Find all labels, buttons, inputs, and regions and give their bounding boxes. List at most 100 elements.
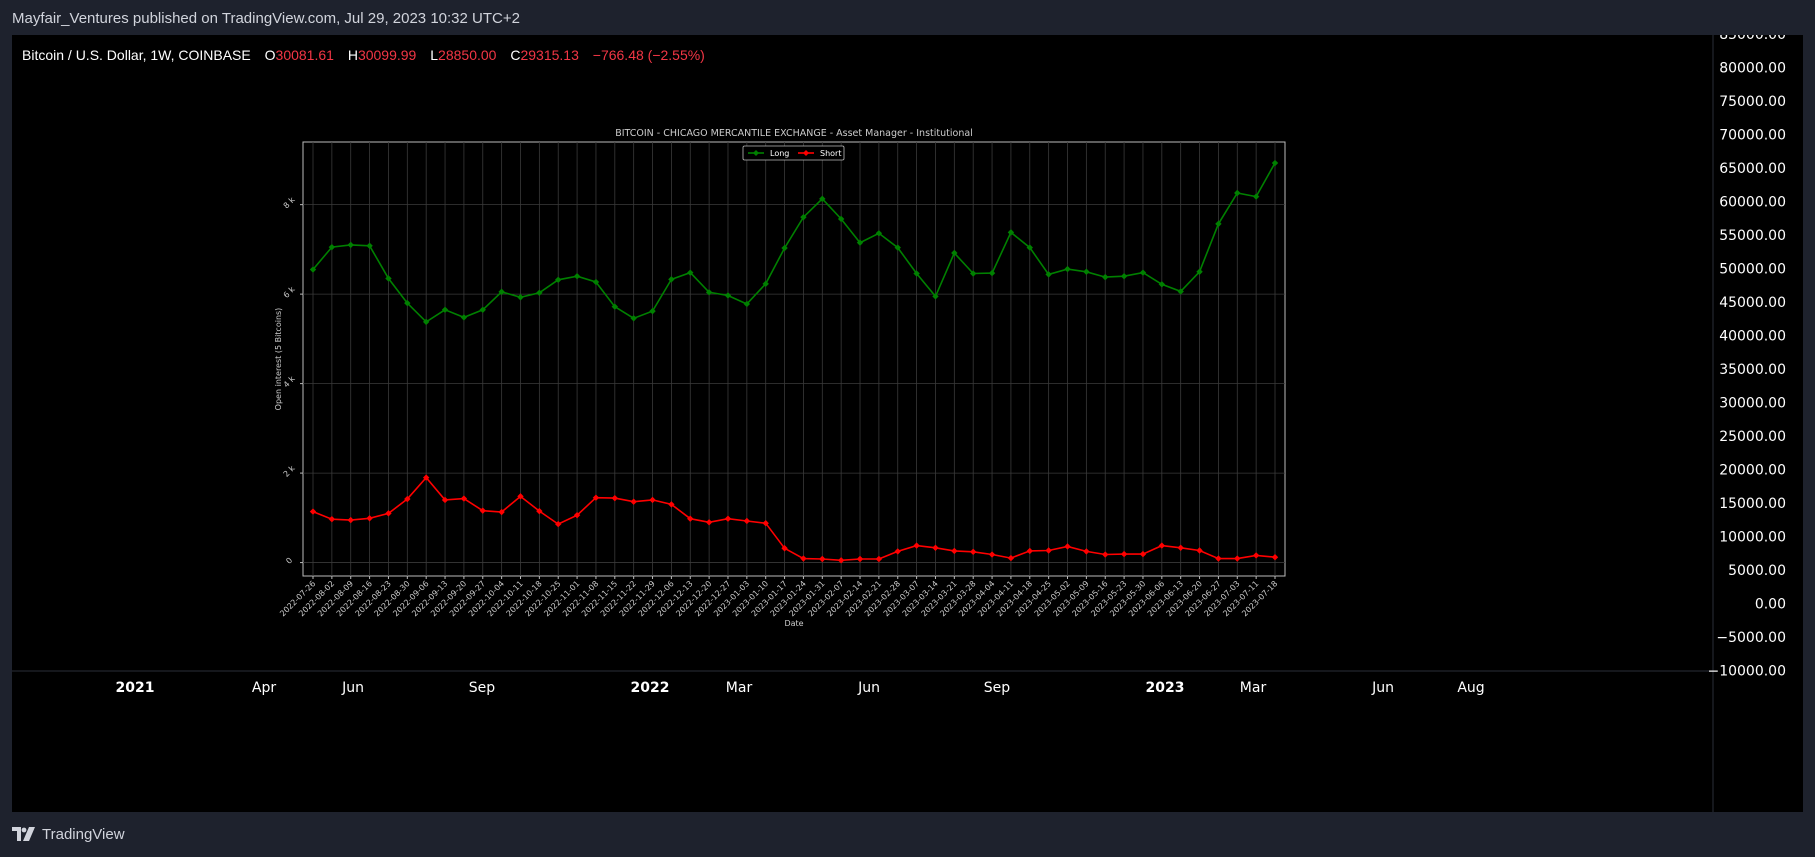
time-axis-label[interactable]: Jun bbox=[857, 680, 880, 696]
long-point[interactable] bbox=[385, 275, 392, 282]
short-point[interactable] bbox=[875, 555, 883, 563]
long-point[interactable] bbox=[479, 306, 486, 313]
long-point[interactable] bbox=[1102, 273, 1109, 281]
price-axis-label[interactable]: −10000.00 bbox=[1707, 664, 1786, 680]
short-point[interactable] bbox=[913, 542, 920, 549]
price-axis-label[interactable]: 45000.00 bbox=[1719, 295, 1786, 311]
short-point[interactable] bbox=[668, 501, 675, 508]
short-point[interactable] bbox=[743, 517, 751, 525]
short-point[interactable] bbox=[1234, 555, 1241, 562]
short-point[interactable] bbox=[328, 515, 336, 523]
time-axis-label[interactable]: Mar bbox=[726, 680, 753, 696]
short-point[interactable] bbox=[1026, 547, 1033, 555]
price-axis-label[interactable]: 35000.00 bbox=[1719, 362, 1786, 378]
short-point[interactable] bbox=[1102, 551, 1109, 558]
short-point[interactable] bbox=[837, 557, 845, 564]
time-axis-label[interactable]: Mar bbox=[1240, 680, 1267, 696]
short-point[interactable] bbox=[441, 496, 449, 504]
price-axis-label[interactable]: 5000.00 bbox=[1728, 563, 1786, 579]
time-axis-label[interactable]: Sep bbox=[984, 680, 1011, 696]
long-point[interactable] bbox=[875, 230, 883, 237]
long-point[interactable] bbox=[1252, 193, 1260, 200]
long-point[interactable] bbox=[819, 195, 826, 203]
short-point[interactable] bbox=[932, 544, 939, 552]
short-point[interactable] bbox=[724, 515, 732, 522]
long-point[interactable] bbox=[687, 269, 694, 276]
long-point[interactable] bbox=[988, 269, 996, 277]
price-axis-label[interactable]: 60000.00 bbox=[1719, 195, 1786, 211]
long-point[interactable] bbox=[1234, 189, 1241, 197]
short-point[interactable] bbox=[347, 516, 354, 524]
long-point[interactable] bbox=[366, 242, 373, 250]
long-point[interactable] bbox=[347, 241, 354, 249]
symbol-name[interactable]: Bitcoin / U.S. Dollar, 1W, COINBASE bbox=[22, 47, 251, 63]
short-point[interactable] bbox=[781, 545, 788, 552]
short-point[interactable] bbox=[1196, 547, 1203, 554]
long-point[interactable] bbox=[951, 249, 958, 257]
short-point[interactable] bbox=[1215, 555, 1222, 562]
long-point[interactable] bbox=[517, 294, 524, 301]
short-point[interactable] bbox=[800, 555, 807, 562]
price-axis-label[interactable]: 10000.00 bbox=[1719, 530, 1786, 546]
long-point[interactable] bbox=[573, 273, 581, 280]
long-point[interactable] bbox=[837, 215, 845, 223]
short-point[interactable] bbox=[649, 496, 656, 504]
short-point[interactable] bbox=[1045, 547, 1052, 554]
price-axis-label[interactable]: 20000.00 bbox=[1719, 463, 1786, 479]
short-point[interactable] bbox=[309, 508, 317, 515]
short-point[interactable] bbox=[1139, 550, 1147, 558]
short-point[interactable] bbox=[630, 498, 637, 505]
long-point[interactable] bbox=[1271, 159, 1279, 167]
short-point[interactable] bbox=[611, 494, 619, 502]
short-point[interactable] bbox=[460, 495, 468, 502]
long-point[interactable] bbox=[724, 292, 732, 299]
long-point[interactable] bbox=[743, 300, 751, 308]
long-point[interactable] bbox=[1158, 281, 1166, 288]
long-point[interactable] bbox=[932, 293, 939, 300]
time-axis-label[interactable]: 2023 bbox=[1146, 680, 1185, 696]
short-point[interactable] bbox=[422, 474, 430, 481]
long-point[interactable] bbox=[781, 244, 788, 252]
long-point[interactable] bbox=[441, 306, 449, 313]
long-point[interactable] bbox=[800, 213, 807, 221]
time-axis-label[interactable]: Jun bbox=[1371, 680, 1394, 696]
long-point[interactable] bbox=[611, 303, 619, 310]
time-axis-label[interactable]: Apr bbox=[252, 680, 276, 696]
long-point[interactable] bbox=[1007, 229, 1015, 236]
price-axis-label[interactable]: 0.00 bbox=[1755, 597, 1786, 613]
short-point[interactable] bbox=[1158, 542, 1166, 549]
long-point[interactable] bbox=[1120, 273, 1128, 280]
short-point[interactable] bbox=[894, 548, 901, 555]
long-point[interactable] bbox=[309, 266, 317, 273]
short-point[interactable] bbox=[498, 508, 505, 516]
price-axis-label[interactable]: 65000.00 bbox=[1719, 161, 1786, 177]
price-axis-label[interactable]: −5000.00 bbox=[1716, 630, 1786, 646]
long-point[interactable] bbox=[1215, 220, 1222, 228]
price-axis-label[interactable]: 25000.00 bbox=[1719, 429, 1786, 445]
time-axis-label[interactable]: Sep bbox=[469, 680, 496, 696]
long-point[interactable] bbox=[913, 270, 920, 277]
time-axis-label[interactable]: 2022 bbox=[631, 680, 670, 696]
price-axis-label[interactable]: 15000.00 bbox=[1719, 496, 1786, 512]
short-point[interactable] bbox=[988, 551, 996, 558]
price-axis-label[interactable]: 55000.00 bbox=[1719, 228, 1786, 244]
chart-canvas[interactable]: 85000.00 80000.00 75000.00 70000.00 65000.00… bbox=[12, 35, 1803, 812]
price-axis-label[interactable]: 85000.00 bbox=[1719, 35, 1786, 43]
long-point[interactable] bbox=[460, 314, 468, 321]
long-point[interactable] bbox=[555, 276, 562, 284]
time-axis-label[interactable]: Aug bbox=[1457, 680, 1484, 696]
long-point[interactable] bbox=[668, 276, 675, 283]
short-point[interactable] bbox=[1007, 554, 1015, 562]
long-point[interactable] bbox=[630, 315, 637, 322]
long-point[interactable] bbox=[1045, 271, 1052, 278]
long-point[interactable] bbox=[404, 299, 411, 307]
short-point[interactable] bbox=[1177, 544, 1184, 552]
short-point[interactable] bbox=[705, 519, 713, 526]
short-point[interactable] bbox=[1064, 543, 1071, 550]
short-point[interactable] bbox=[1120, 550, 1128, 558]
short-point[interactable] bbox=[1271, 554, 1279, 561]
time-axis-label[interactable]: Jun bbox=[341, 680, 364, 696]
long-point[interactable] bbox=[422, 318, 430, 326]
long-point[interactable] bbox=[705, 289, 713, 296]
long-point[interactable] bbox=[894, 244, 901, 251]
